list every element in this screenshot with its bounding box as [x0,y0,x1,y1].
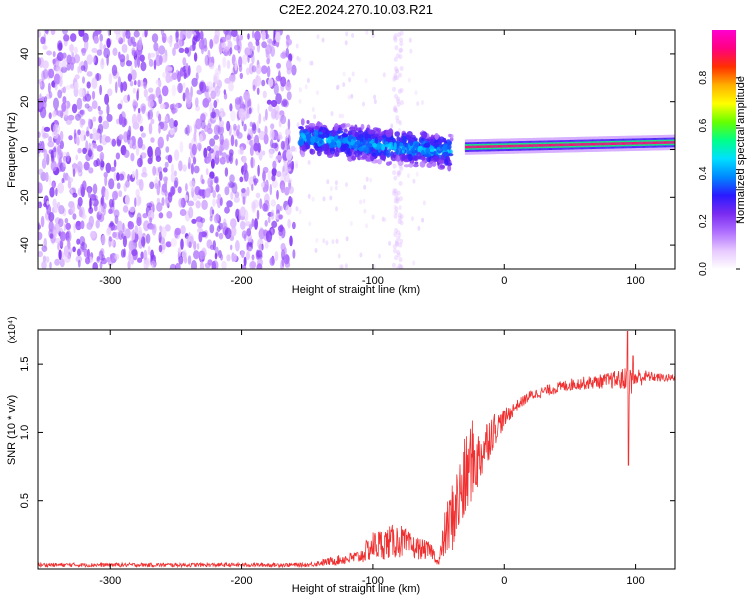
x-tick-label: 0 [501,575,507,587]
y-tick-label: 0.5 [19,493,31,508]
colorbar-tick-label: 0.4 [698,166,709,180]
y-tick-label: 40 [19,48,31,60]
spectrogram-heatmap [38,30,675,269]
figure-title: C2E2.2024.270.10.03.R21 [279,2,433,17]
snr-ylabel: SNR (10 * v/v) [6,395,18,465]
snr-y-axis: 0.5 1.0 1.5 [19,356,675,508]
colorbar-gradient [712,30,736,269]
y-tick-label: 20 [19,96,31,108]
spectrogram-ylabel: Frequency (Hz) [6,112,18,188]
snr-background [38,330,675,569]
spectrogram-y-axis: -40 -20 0 20 40 [19,48,675,253]
x-tick-label: 0 [501,275,507,287]
colorbar-tick-label: 0.8 [698,70,709,84]
x-tick-label: -300 [99,275,121,287]
snr-panel: -300 -200 -100 0 100 0.5 1.0 1.5 Height of str… [6,316,676,595]
x-tick-label: -300 [99,575,121,587]
y-tick-label: 1.5 [19,356,31,371]
snr-frame [37,329,676,570]
colorbar: 0.0 0.2 0.4 0.6 0.8 Normalized spectral ampl… [698,30,747,276]
x-tick-label: 100 [626,275,644,287]
y-tick-label: 1.0 [19,425,31,440]
snr-series-line [38,331,675,569]
x-tick-label: -200 [231,275,253,287]
spectrogram-xlabel: Height of straight line (km) [292,284,420,296]
colorbar-tick-label: 0.0 [698,262,709,276]
snr-x-axis: -300 -200 -100 0 100 [99,330,645,587]
y-tick-label: -40 [19,237,31,253]
x-tick-label: -100 [362,575,384,587]
y-tick-label: -20 [19,189,31,205]
colorbar-tick-label: 0.6 [698,118,709,132]
x-tick-label: -100 [362,275,384,287]
colorbar-label: Normalized spectral amplitude [735,76,747,224]
x-tick-label: -200 [231,575,253,587]
spectrogram-x-axis: -300 -200 -100 0 100 [99,30,645,287]
y-tick-label: 0 [19,146,31,152]
colorbar-tick-label: 0.2 [698,214,709,228]
snr-xlabel: Height of straight line (km) [292,583,420,595]
x-tick-label: 100 [626,575,644,587]
snr-y-multiplier: (x10⁴) [7,316,18,343]
colorbar-ticks: 0.0 0.2 0.4 0.6 0.8 [698,70,740,276]
